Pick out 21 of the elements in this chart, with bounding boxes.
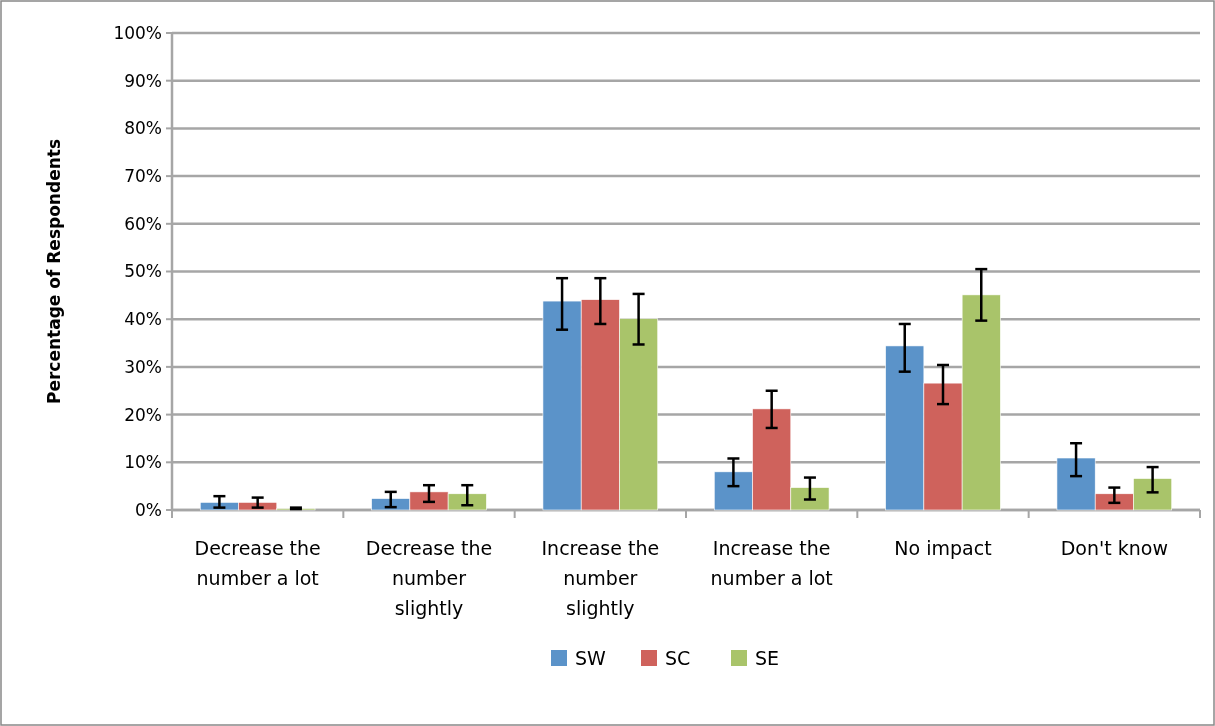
y-tick-label: 90% [124, 70, 162, 91]
legend-label: SC [665, 646, 691, 669]
y-tick-label: 40% [124, 309, 162, 330]
y-tick-label: 10% [124, 452, 162, 473]
y-tick-label: 70% [124, 166, 162, 187]
legend-label: SE [755, 646, 780, 669]
y-axis-title: Percentage of Respondents [44, 138, 64, 405]
y-tick-label: 100% [113, 22, 162, 43]
legend-label: SW [575, 646, 607, 669]
x-tick-label: Increase the number slightly [541, 537, 660, 619]
x-tick-label: Decrease the number a lot [194, 537, 321, 589]
x-tick-label: Don't know [1060, 537, 1168, 559]
x-tick-label: Decrease the number slightly [365, 537, 493, 619]
y-tick-label: 0% [135, 499, 162, 520]
y-tick-label: 60% [124, 213, 162, 234]
x-tick-label: Increase the number a lot [710, 537, 833, 589]
y-tick-label: 30% [124, 356, 162, 377]
x-tick-label: No impact [894, 537, 992, 559]
y-tick-label: 50% [124, 261, 162, 282]
y-tick-label: 20% [124, 404, 162, 425]
y-tick-label: 80% [124, 118, 162, 139]
